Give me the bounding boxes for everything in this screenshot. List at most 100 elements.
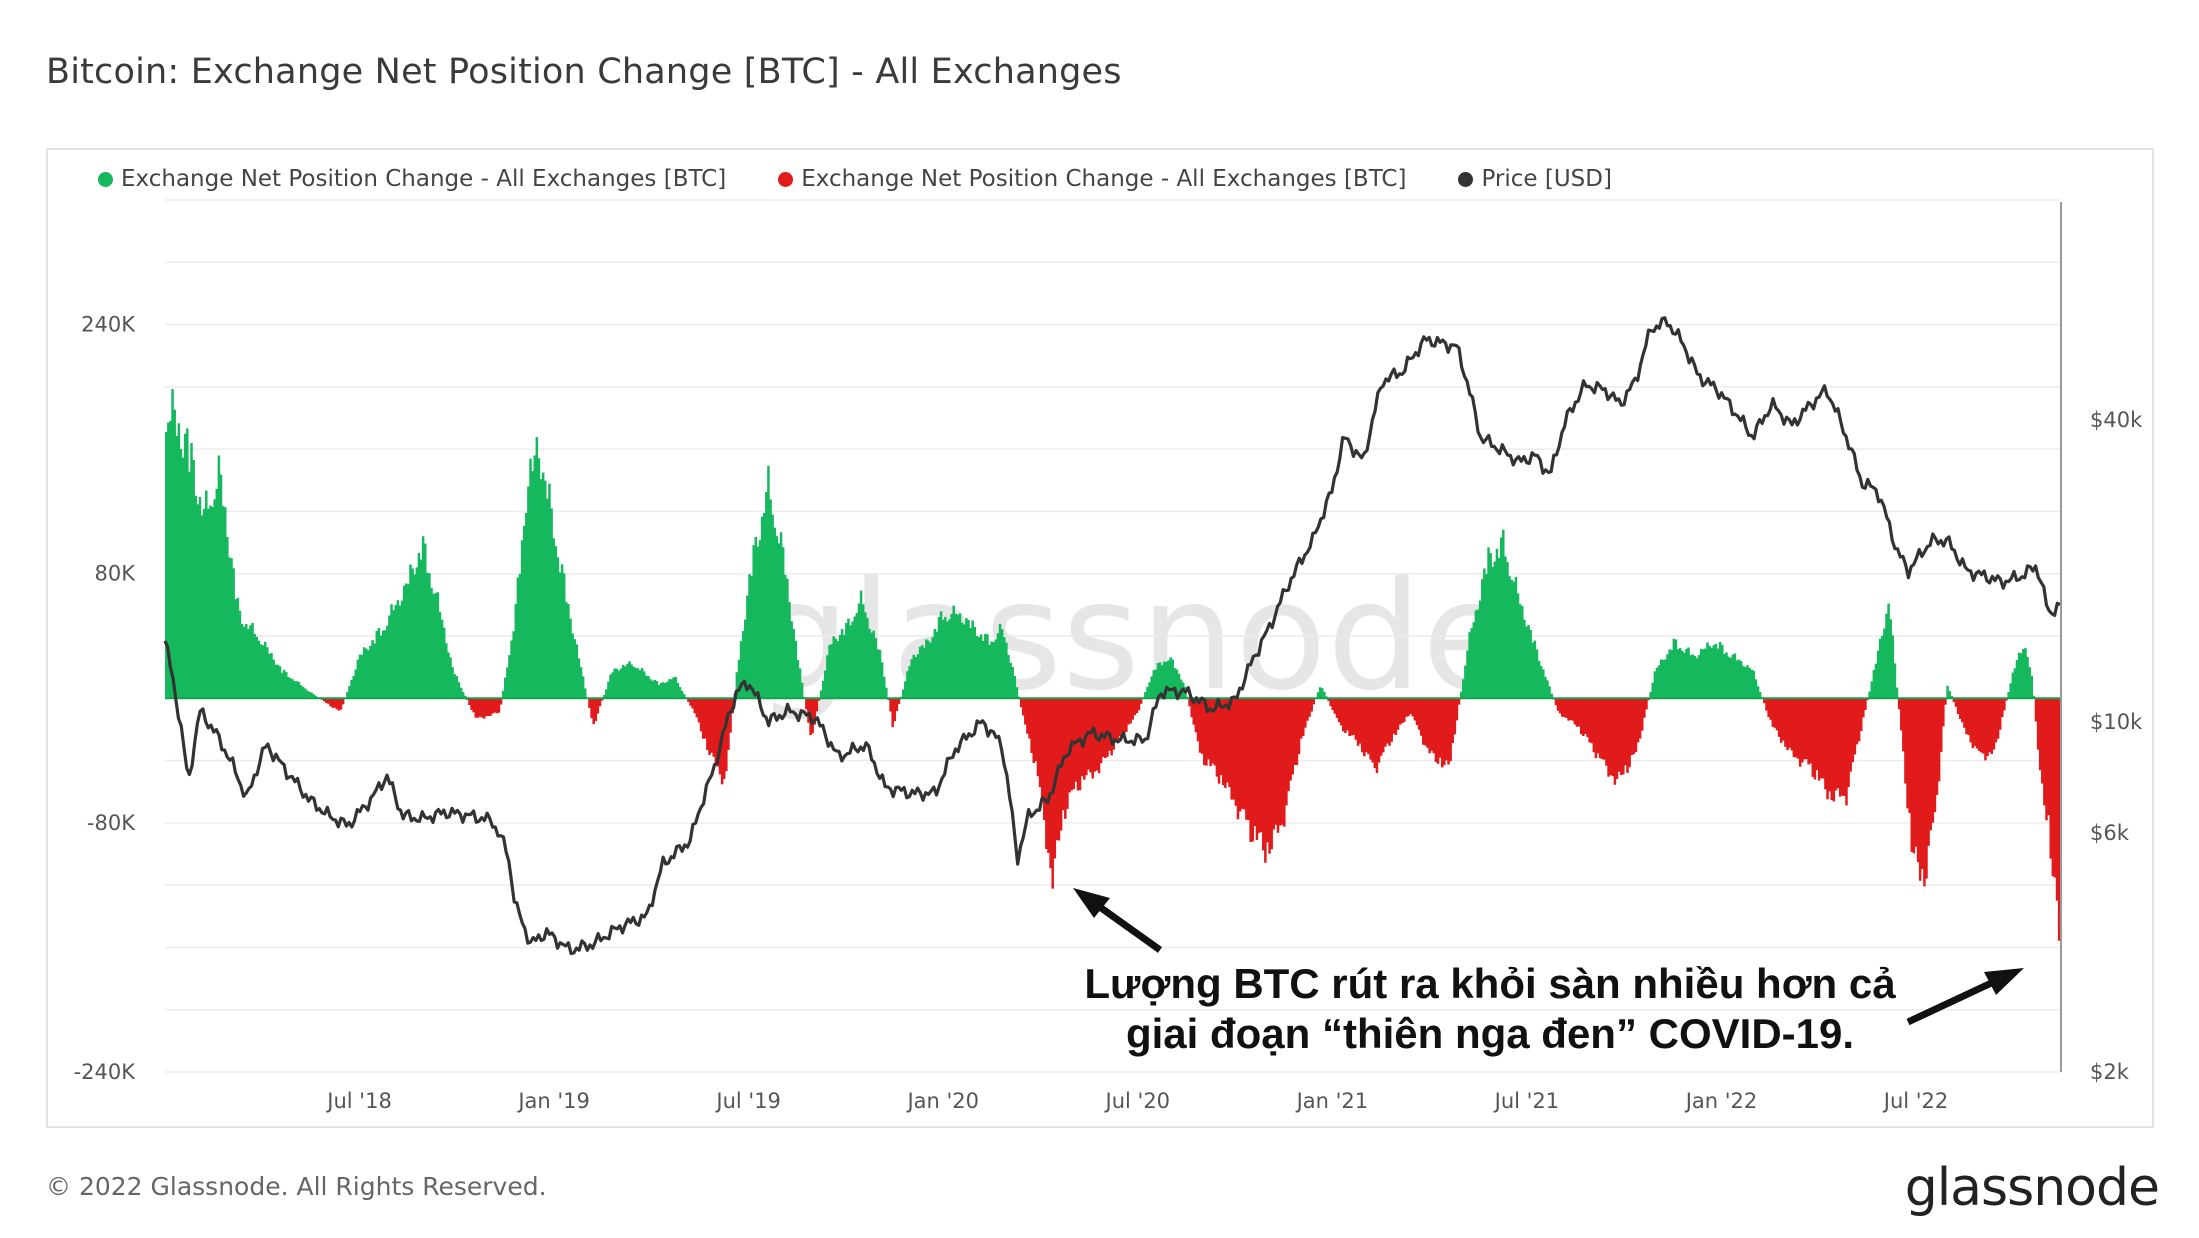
- bar: [1849, 698, 1852, 772]
- bar: [1327, 698, 1330, 701]
- bar: [1432, 698, 1436, 754]
- bar: [527, 486, 530, 699]
- bar: [986, 634, 989, 699]
- bar: [171, 389, 174, 699]
- bar: [1209, 698, 1212, 767]
- bar: [1676, 649, 1680, 699]
- bar: [754, 536, 758, 699]
- bar: [739, 641, 743, 699]
- bar: [520, 540, 524, 699]
- bar: [1226, 698, 1229, 783]
- bar: [415, 567, 419, 699]
- bar: [476, 698, 480, 718]
- bar: [1470, 628, 1473, 699]
- bar: [1598, 698, 1602, 759]
- bar: [489, 698, 492, 716]
- bar: [2047, 698, 2050, 816]
- bar: [687, 698, 690, 702]
- bar: [901, 689, 905, 699]
- bar: [2041, 698, 2044, 784]
- bar: [958, 613, 962, 699]
- bar: [569, 618, 572, 699]
- bar: [1283, 698, 1286, 827]
- bar: [1371, 698, 1374, 763]
- bar: [219, 474, 223, 699]
- bar: [1407, 698, 1410, 716]
- bar: [457, 682, 461, 699]
- bar: [1436, 698, 1440, 764]
- bar: [261, 645, 265, 699]
- bar: [800, 682, 804, 699]
- bar: [1510, 579, 1513, 699]
- bar: [392, 610, 395, 699]
- bar: [1948, 691, 1951, 699]
- bar: [358, 654, 362, 699]
- bar: [1651, 682, 1655, 699]
- bar: [1874, 663, 1878, 699]
- bar: [1021, 698, 1025, 716]
- bar: [240, 623, 244, 699]
- bar: [451, 667, 454, 699]
- bar: [1982, 698, 1985, 754]
- bar: [1190, 698, 1193, 718]
- bar: [1942, 698, 1945, 727]
- x-axis-tick-label: Jul '22: [1882, 1089, 1949, 1113]
- glassnode-logo[interactable]: glassnode: [1904, 1158, 2160, 1218]
- bar: [1192, 698, 1196, 725]
- bar: [1230, 698, 1233, 800]
- bar: [813, 698, 817, 725]
- bar: [1424, 698, 1427, 746]
- legend-item-price[interactable]: Price [USD]: [1458, 166, 1612, 192]
- bar: [1493, 561, 1497, 699]
- bar: [891, 698, 894, 728]
- bar: [1773, 698, 1777, 728]
- bar: [430, 587, 433, 699]
- bar: [562, 573, 566, 699]
- bar: [1752, 670, 1756, 699]
- bar: [1413, 698, 1417, 721]
- bar: [234, 599, 237, 699]
- bar: [1346, 698, 1349, 731]
- bar: [769, 499, 772, 699]
- legend-green-dot-icon: [98, 171, 113, 187]
- legend-item-outflow[interactable]: Exchange Net Position Change - All Excha…: [778, 166, 1406, 192]
- bar: [1114, 698, 1118, 741]
- bar: [419, 559, 423, 699]
- bar: [676, 682, 680, 699]
- bar: [796, 660, 800, 699]
- bar: [849, 625, 852, 699]
- legend-item-inflow[interactable]: Exchange Net Position Change - All Excha…: [98, 166, 726, 192]
- bar: [394, 605, 398, 699]
- bar: [1733, 653, 1737, 699]
- bar: [1868, 691, 1871, 699]
- bar: [365, 648, 368, 699]
- bar: [1419, 698, 1423, 736]
- bar: [1584, 698, 1587, 734]
- bar: [838, 634, 842, 699]
- bar: [1742, 666, 1745, 699]
- bar: [1523, 619, 1526, 699]
- bar: [870, 632, 873, 699]
- bar: [1862, 698, 1865, 718]
- bar: [308, 691, 311, 699]
- bar: [864, 612, 867, 699]
- bar: [303, 688, 307, 699]
- bar: [381, 630, 385, 699]
- bar: [767, 465, 770, 699]
- bar: [1512, 581, 1516, 699]
- bar: [501, 690, 505, 699]
- bar: [1613, 698, 1617, 785]
- bar: [1354, 698, 1358, 740]
- bar: [1664, 659, 1667, 699]
- bar: [1546, 680, 1549, 699]
- bar: [1224, 698, 1227, 788]
- bar: [1272, 698, 1276, 830]
- bar: [1573, 698, 1577, 725]
- bar: [923, 647, 926, 699]
- bar: [223, 507, 227, 699]
- bar: [177, 423, 181, 699]
- bar: [432, 593, 435, 699]
- bar: [1472, 622, 1476, 699]
- bar: [708, 698, 711, 755]
- bar: [1758, 691, 1762, 699]
